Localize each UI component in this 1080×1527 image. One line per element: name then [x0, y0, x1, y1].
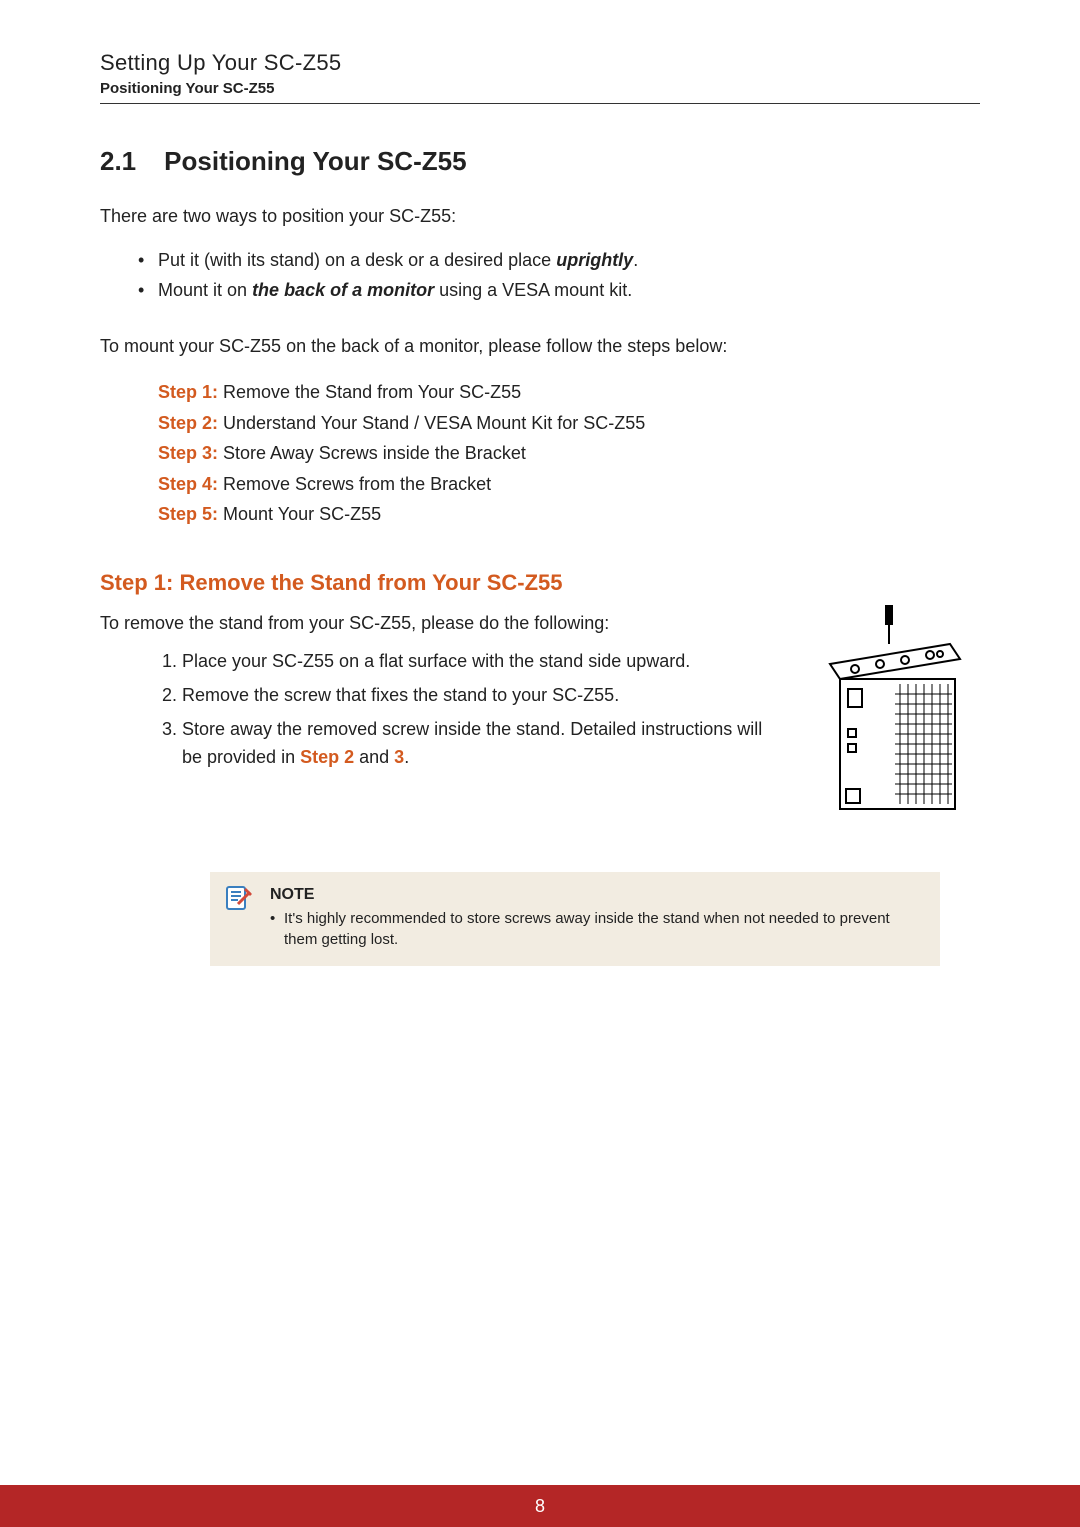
list-item: Remove the screw that fixes the stand to… [182, 682, 782, 710]
step-label: Step 1: [158, 382, 218, 402]
header-rule [100, 103, 980, 104]
step-label: Step 5: [158, 504, 218, 524]
device-illustration [800, 604, 980, 824]
list-item-text: . [404, 747, 409, 767]
step-label: Step 2: [158, 413, 218, 433]
note-title: NOTE [270, 886, 922, 904]
section-number: 2.1 [100, 146, 136, 176]
step1-intro: To remove the stand from your SC-Z55, pl… [100, 610, 782, 636]
note-callout: NOTE It's highly recommended to store sc… [210, 872, 940, 966]
footer-bar: 8 [0, 1485, 1080, 1527]
step-overview-item: Step 5: Mount Your SC-Z55 [158, 499, 980, 530]
list-item: Store away the removed screw inside the … [182, 716, 782, 772]
list-item-text: Mount it on [158, 280, 252, 300]
position-options-list: Put it (with its stand) on a desk or a d… [100, 247, 980, 305]
step-label: Step 3: [158, 443, 218, 463]
step-overview-item: Step 4: Remove Screws from the Bracket [158, 469, 980, 500]
note-list-item: It's highly recommended to store screws … [284, 908, 922, 950]
step1-numbered-list: Place your SC-Z55 on a flat surface with… [100, 648, 782, 772]
step-overview-item: Step 3: Store Away Screws inside the Bra… [158, 438, 980, 469]
step1-heading: Step 1: Remove the Stand from Your SC-Z5… [100, 570, 980, 596]
step1-text-column: To remove the stand from your SC-Z55, pl… [100, 610, 782, 778]
section-title: Positioning Your SC-Z55 [164, 146, 466, 176]
note-icon [224, 884, 252, 912]
note-list: It's highly recommended to store screws … [270, 908, 922, 950]
list-item: Mount it on the back of a monitor using … [158, 277, 980, 305]
list-item-text: using a VESA mount kit. [434, 280, 632, 300]
step-text: Understand Your Stand / VESA Mount Kit f… [218, 413, 645, 433]
step-overview-item: Step 1: Remove the Stand from Your SC-Z5… [158, 377, 980, 408]
running-header-title: Setting Up Your SC-Z55 [100, 50, 980, 76]
step-text: Store Away Screws inside the Bracket [218, 443, 526, 463]
step1-content-row: To remove the stand from your SC-Z55, pl… [100, 610, 980, 824]
document-page: Setting Up Your SC-Z55 Positioning Your … [0, 0, 1080, 1527]
list-item-text: . [633, 250, 638, 270]
running-header-subtitle: Positioning Your SC-Z55 [100, 80, 980, 97]
step-text: Remove the Stand from Your SC-Z55 [218, 382, 521, 402]
note-body: NOTE It's highly recommended to store sc… [270, 886, 922, 950]
emphasis: the back of a monitor [252, 280, 434, 300]
step-crossref[interactable]: 3 [394, 747, 404, 767]
emphasis: uprightly [556, 250, 633, 270]
list-item-text: Put it (with its stand) on a desk or a d… [158, 250, 556, 270]
list-item: Put it (with its stand) on a desk or a d… [158, 247, 980, 275]
step-crossref[interactable]: Step 2 [300, 747, 354, 767]
step-text: Mount Your SC-Z55 [218, 504, 381, 524]
steps-overview-list: Step 1: Remove the Stand from Your SC-Z5… [100, 377, 980, 530]
list-item-text: and [354, 747, 394, 767]
page-number: 8 [535, 1496, 545, 1517]
intro-text: There are two ways to position your SC-Z… [100, 203, 980, 229]
step-overview-item: Step 2: Understand Your Stand / VESA Mou… [158, 408, 980, 439]
section-heading: 2.1 Positioning Your SC-Z55 [100, 146, 980, 177]
step-text: Remove Screws from the Bracket [218, 474, 491, 494]
mount-intro-text: To mount your SC-Z55 on the back of a mo… [100, 333, 980, 359]
list-item: Place your SC-Z55 on a flat surface with… [182, 648, 782, 676]
step-label: Step 4: [158, 474, 218, 494]
list-item-text: Store away the removed screw inside the … [182, 719, 762, 767]
